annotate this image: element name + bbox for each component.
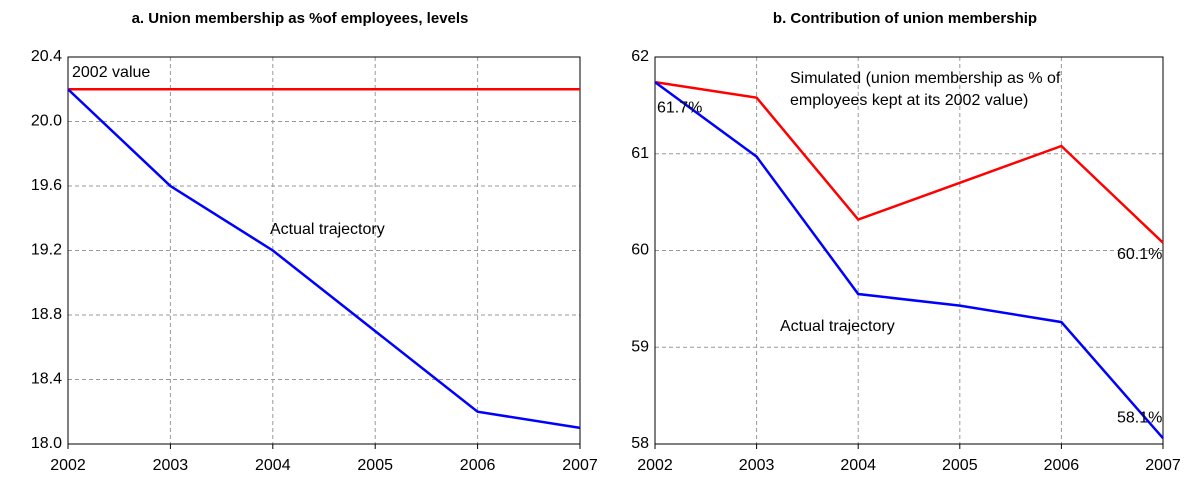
series-label: Actual trajectory <box>780 318 895 335</box>
y-tick-label: 20.0 <box>31 113 62 130</box>
x-tick-label: 2006 <box>1044 457 1080 474</box>
series-label-text: Simulated (union membership as % of empl… <box>790 70 1061 109</box>
x-tick-label: 2004 <box>840 457 876 474</box>
chart-title: a. Union membership as %of employees, le… <box>132 10 469 27</box>
y-tick-label: 62 <box>631 48 649 65</box>
plot-frame <box>67 56 581 445</box>
x-tick-label: 2006 <box>460 457 496 474</box>
series-line <box>654 81 1164 440</box>
x-tick-label: 2003 <box>153 457 189 474</box>
data-label: 61.7% <box>657 99 702 116</box>
chart-title: b. Contribution of union membership <box>773 10 1037 27</box>
y-tick-label: 20.4 <box>31 48 62 65</box>
series-label: Actual trajectory <box>270 221 385 238</box>
x-tick-label: 2007 <box>1145 457 1181 474</box>
y-tick-label: 18.4 <box>31 371 62 388</box>
y-tick-label: 58 <box>631 435 649 452</box>
x-tick-label: 2002 <box>637 457 673 474</box>
x-tick-label: 2002 <box>50 457 86 474</box>
x-tick-label: 2004 <box>255 457 291 474</box>
x-tick-label: 2003 <box>739 457 775 474</box>
x-tick-label: 2005 <box>942 457 978 474</box>
y-tick-label: 60 <box>631 242 649 259</box>
series-line <box>67 88 581 430</box>
y-tick-label: 59 <box>631 338 649 355</box>
plot-frame <box>654 56 1164 445</box>
x-tick-label: 2005 <box>357 457 393 474</box>
series-label: Simulated (union membership as % of empl… <box>790 70 1061 109</box>
y-tick-label: 19.2 <box>31 242 62 259</box>
y-tick-label: 61 <box>631 145 649 162</box>
y-tick-label: 19.6 <box>31 177 62 194</box>
x-tick-label: 2007 <box>562 457 598 474</box>
series-line <box>654 80 1164 244</box>
y-tick-label: 18.8 <box>31 306 62 323</box>
y-tick-label: 18.0 <box>31 435 62 452</box>
series-label: 2002 value <box>72 64 150 81</box>
data-label: 58.1% <box>1117 409 1162 426</box>
data-label: 60.1% <box>1117 246 1162 263</box>
